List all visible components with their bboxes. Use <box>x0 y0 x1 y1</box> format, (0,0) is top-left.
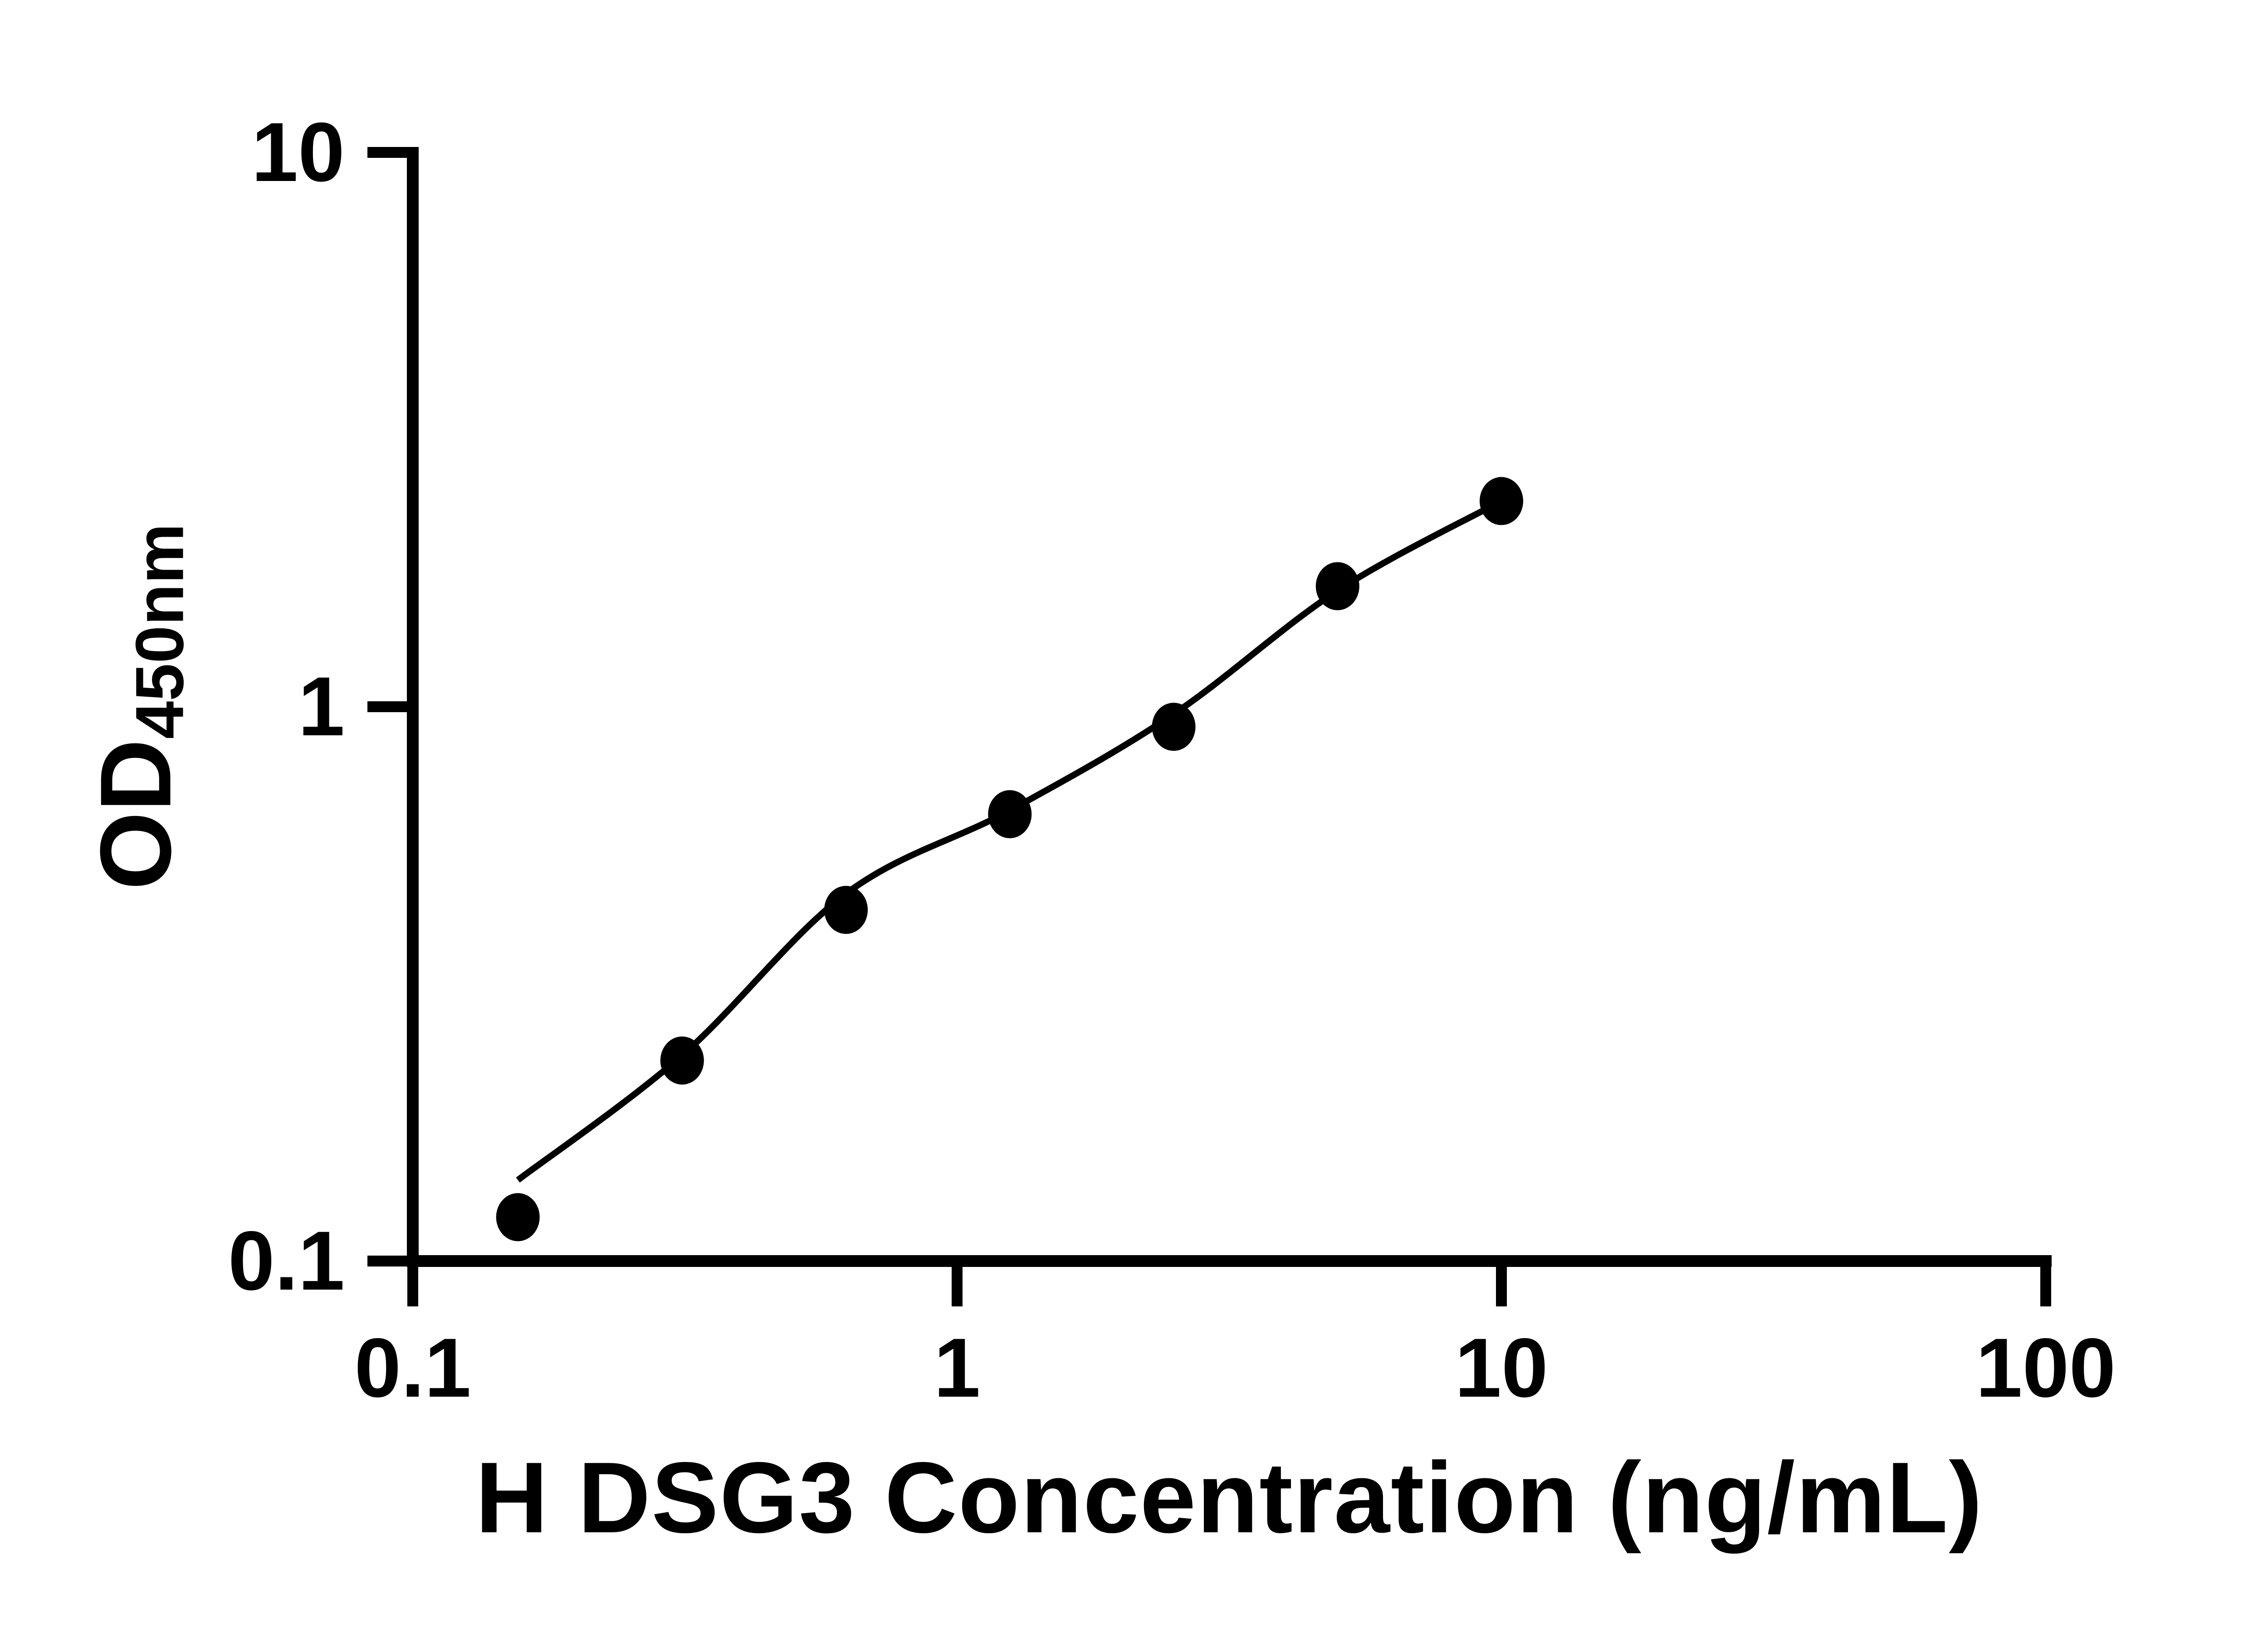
y-tick-label-10: 10 <box>251 106 345 199</box>
data-point-x0.156 <box>496 1193 540 1242</box>
data-point-x2.5 <box>1152 703 1196 751</box>
x-tick-label-100: 100 <box>1975 1321 2116 1415</box>
x-axis-title: H DSG3 Concentration (ng/mL) <box>475 1442 1984 1554</box>
y-axis-title: OD450nm <box>78 523 198 890</box>
y-tick-label-0p1: 0.1 <box>228 1214 345 1308</box>
data-point-x1.25 <box>988 790 1032 838</box>
x-tick-label-10: 10 <box>1455 1321 1548 1415</box>
data-point-x5 <box>1315 562 1359 611</box>
fitted-curve-line <box>516 498 1503 1183</box>
x-tick-label-0p1: 0.1 <box>354 1321 471 1415</box>
data-point-x0.625 <box>824 885 868 934</box>
y-axis-title-subscript: 450nm <box>121 523 198 739</box>
data-point-x10 <box>1480 477 1523 525</box>
y-tick-label-1: 1 <box>298 660 345 753</box>
x-tick-label-1: 1 <box>934 1321 981 1415</box>
y-axis-title-main: OD <box>79 739 192 890</box>
data-point-x0.3125 <box>660 1036 704 1085</box>
